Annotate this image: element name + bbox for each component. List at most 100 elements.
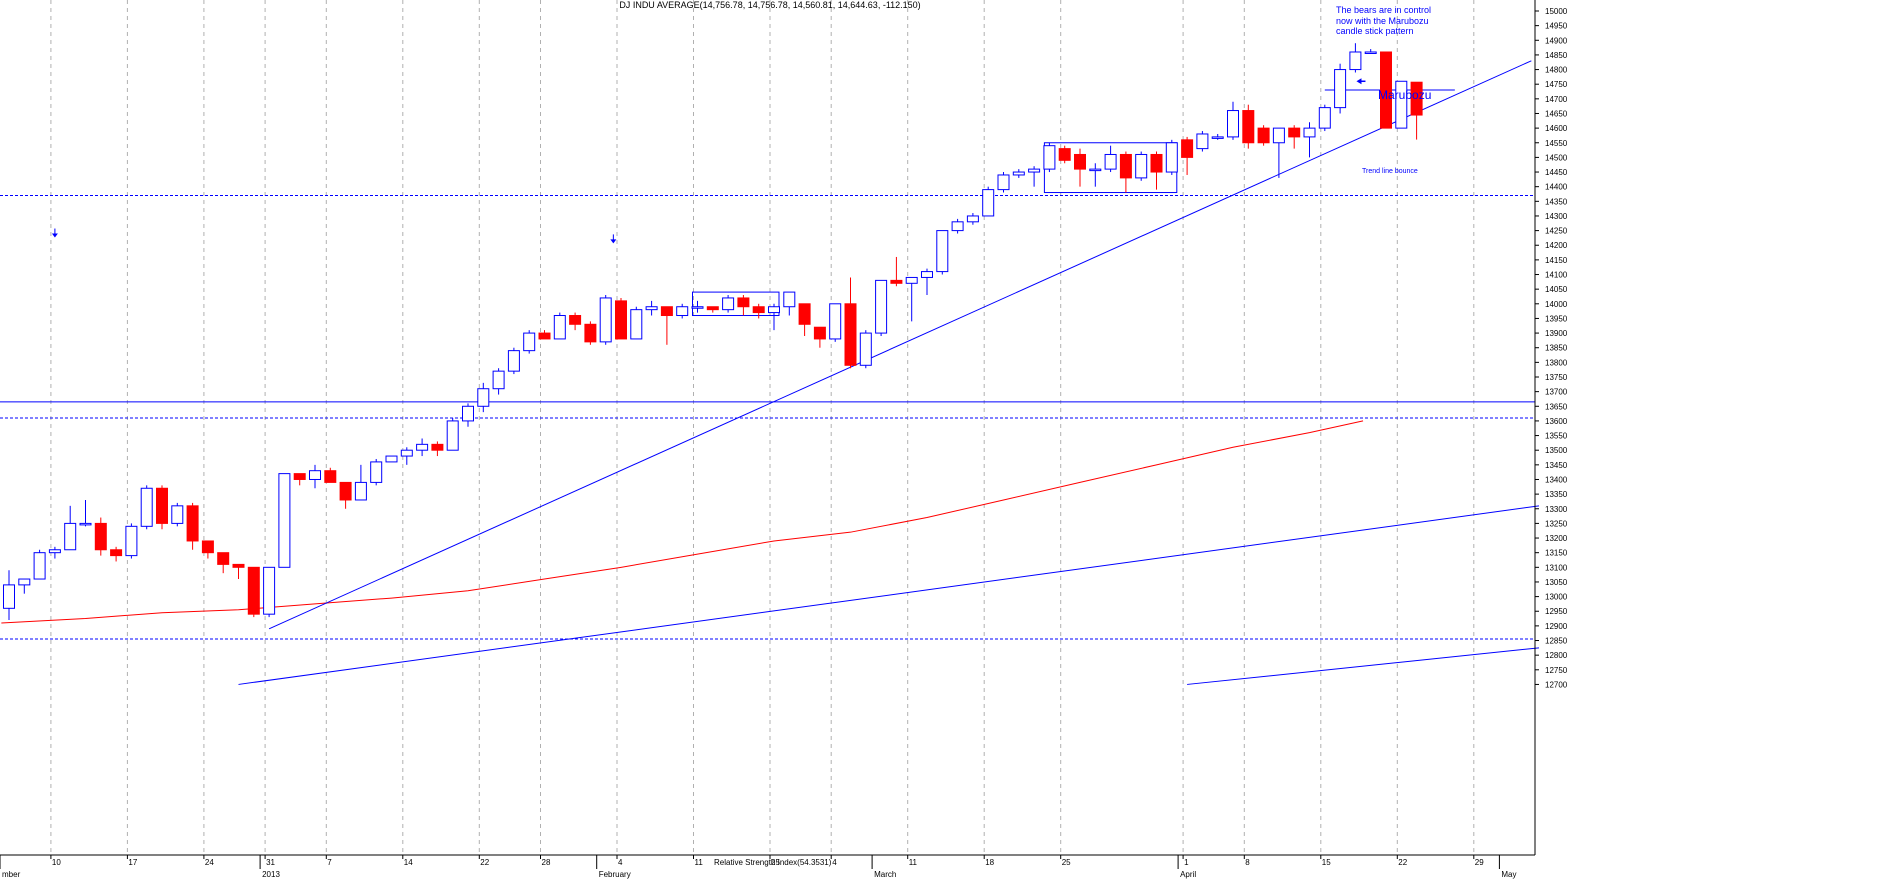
x-tick-label: 18 <box>985 858 994 867</box>
y-tick-label: 14450 <box>1545 168 1568 177</box>
y-tick-label: 14850 <box>1545 51 1568 60</box>
candle-body-bull <box>1334 69 1347 109</box>
candle-body-bull <box>48 549 61 554</box>
candle-body-bull <box>645 306 658 311</box>
candle-body-bear <box>706 306 719 311</box>
y-tick-label: 14750 <box>1545 80 1568 89</box>
candle-body-bull <box>1227 110 1239 138</box>
x-tick-label: 4 <box>832 858 837 867</box>
bears-note-line-2: now with the Marubozu <box>1336 15 1429 26</box>
candle-body-bear <box>1242 110 1255 144</box>
y-tick-label: 14800 <box>1545 66 1568 75</box>
candle-body-bull <box>1196 133 1209 150</box>
y-tick-label: 13800 <box>1545 358 1568 367</box>
y-tick-label: 13200 <box>1545 534 1568 543</box>
candle-body-bear <box>813 326 826 340</box>
moving-average-line <box>1 420 1364 624</box>
candle-body-bear <box>615 300 627 340</box>
x-month-label: mber <box>2 870 21 879</box>
candle-body-bull <box>263 566 276 615</box>
candle-body-bull <box>1028 168 1041 173</box>
candle-body-bull <box>125 525 138 557</box>
x-tick-label: 25 <box>771 858 780 867</box>
candle-body-bear <box>94 522 107 551</box>
y-tick-label: 14900 <box>1545 36 1568 45</box>
y-tick-label: 13650 <box>1545 402 1568 411</box>
candle-body-bull <box>64 522 77 551</box>
y-tick-label: 14650 <box>1545 109 1568 118</box>
y-tick-label: 14000 <box>1545 300 1568 309</box>
y-tick-label: 12850 <box>1545 637 1568 646</box>
y-tick-label: 13250 <box>1545 519 1568 528</box>
candle-body-bull <box>599 297 612 343</box>
trend-line-long-uptrend <box>238 505 1540 685</box>
candle-body-bull <box>354 481 367 501</box>
y-tick-label: 14550 <box>1545 139 1568 148</box>
candle-body-bull <box>951 221 964 232</box>
x-tick-label: 28 <box>542 858 551 867</box>
y-tick-label: 12700 <box>1545 680 1568 689</box>
candle-body-bull <box>722 297 735 311</box>
candle-body-bull <box>676 306 689 317</box>
candle-body-bull <box>1043 145 1056 170</box>
candle-body-bull <box>1364 51 1377 54</box>
candle-body-bear <box>217 552 230 565</box>
x-tick-label: 25 <box>1062 858 1071 867</box>
x-tick-label: 11 <box>695 858 704 867</box>
x-tick-label: 7 <box>327 858 332 867</box>
candle-body-bull <box>1349 51 1362 71</box>
x-tick-label: 11 <box>909 858 918 867</box>
candle-body-bear <box>201 540 214 554</box>
y-tick-label: 13750 <box>1545 373 1568 382</box>
candle-body-bull <box>1318 107 1331 129</box>
x-tick-label: 15 <box>1322 858 1331 867</box>
candle-body-bull <box>859 332 872 366</box>
y-tick-label: 12900 <box>1545 622 1568 631</box>
candle-body-bull <box>829 303 842 340</box>
y-tick-label: 14950 <box>1545 22 1568 31</box>
candle-body-bull <box>18 578 31 586</box>
candle-body-bear <box>584 323 597 343</box>
y-tick-label: 14600 <box>1545 124 1568 133</box>
indicator-label: Relative Strength Index(54.3531) <box>714 858 832 867</box>
candle-body-bull <box>1089 168 1102 172</box>
bears-note-line-1: The bears are in control <box>1336 5 1432 15</box>
x-tick-label: 10 <box>52 858 61 867</box>
x-month-label: 2013 <box>262 870 280 879</box>
candle-body-bear <box>1410 81 1423 116</box>
candle-body-bull <box>905 276 918 284</box>
candle-body-bear <box>737 297 750 308</box>
candle-body-bull <box>278 473 291 568</box>
candle-body-bull <box>768 306 780 314</box>
candle-body-bull <box>171 505 184 524</box>
candle-body-bull <box>492 370 505 390</box>
candle-body-bear <box>798 303 811 325</box>
x-month-label: April <box>1180 870 1196 879</box>
candle-body-bull <box>1395 80 1408 129</box>
candle-body-bull <box>553 315 566 340</box>
candle-body-bull <box>921 271 933 278</box>
candle-body-bear <box>339 481 352 501</box>
candle-body-bear <box>752 306 765 314</box>
trend-line-main-uptrend <box>268 60 1532 630</box>
range-box <box>692 291 780 317</box>
candle-body-bull <box>982 189 995 217</box>
candle-body-bull <box>385 455 398 463</box>
candle-body-bull <box>1104 153 1117 170</box>
candle-body-bear <box>1150 153 1163 173</box>
y-tick-label: 14350 <box>1545 197 1568 206</box>
candle-body-bull <box>370 461 383 483</box>
candle-body-bear <box>569 315 582 325</box>
bears-note-line-3: candle stick pattern <box>1336 26 1414 36</box>
candle-body-bull <box>875 279 888 334</box>
candle-body-bull <box>462 405 474 422</box>
candle-body-bull <box>507 350 520 372</box>
x-month-label: May <box>1501 870 1516 879</box>
down-arrow-head-icon <box>51 233 58 238</box>
y-tick-label: 15000 <box>1545 7 1568 16</box>
candle-body-bull <box>79 522 92 526</box>
y-tick-label: 14700 <box>1545 95 1568 104</box>
candle-body-bear <box>1058 148 1071 161</box>
